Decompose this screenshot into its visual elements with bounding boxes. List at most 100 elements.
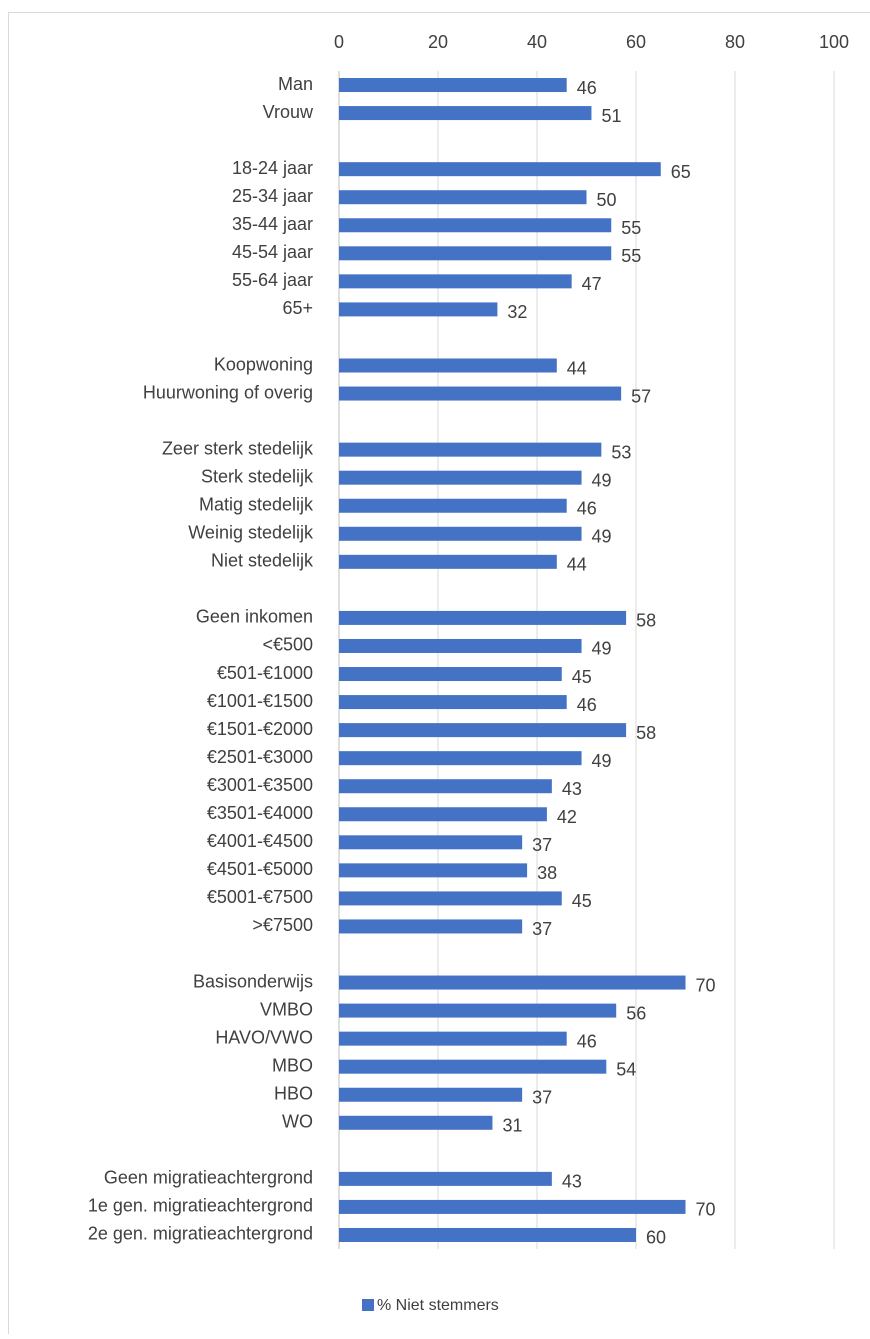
bar: [339, 695, 567, 709]
bar: [339, 162, 661, 176]
bar: [339, 1060, 606, 1074]
data-label: 46: [577, 498, 597, 518]
y-tick-label: Matig stedelijk: [199, 494, 314, 514]
bar: [339, 190, 587, 204]
data-label: 56: [626, 1003, 646, 1023]
data-label: 46: [577, 695, 597, 715]
y-tick-label: €2501-€3000: [207, 747, 313, 767]
bar: [339, 667, 562, 681]
bar: [339, 1172, 552, 1186]
bar: [339, 1032, 567, 1046]
bar: [339, 919, 522, 933]
data-label: 58: [636, 611, 656, 631]
bar: [339, 302, 497, 316]
y-tick-label: €5001-€7500: [207, 887, 313, 907]
y-tick-label: €1001-€1500: [207, 691, 313, 711]
bar: [339, 359, 557, 373]
y-tick-label: Huurwoning of overig: [143, 382, 313, 402]
data-label: 45: [572, 667, 592, 687]
y-tick-label: 55-64 jaar: [232, 270, 313, 290]
y-tick-label: 65+: [282, 298, 313, 318]
y-tick-label: Geen migratieachtergrond: [104, 1168, 313, 1188]
bar: [339, 1088, 522, 1102]
bar: [339, 723, 626, 737]
bar: [339, 78, 567, 92]
bar: [339, 891, 562, 905]
bar: [339, 611, 626, 625]
y-tick-label: >€7500: [252, 915, 313, 935]
x-tick-label: 40: [527, 32, 547, 52]
bar: [339, 1116, 492, 1130]
data-label: 44: [567, 555, 587, 575]
y-tick-label: €4501-€5000: [207, 859, 313, 879]
y-tick-label: 35-44 jaar: [232, 214, 313, 234]
data-label: 70: [696, 1200, 716, 1220]
y-tick-label: 45-54 jaar: [232, 242, 313, 262]
y-tick-label: €3001-€3500: [207, 775, 313, 795]
data-label: 47: [582, 274, 602, 294]
y-tick-label: Sterk stedelijk: [201, 466, 314, 486]
data-label: 43: [562, 779, 582, 799]
y-tick-label: Niet stedelijk: [211, 551, 314, 571]
y-tick-label: 1e gen. migratieachtergrond: [88, 1196, 313, 1216]
y-tick-label: Koopwoning: [214, 354, 313, 374]
y-tick-label: 18-24 jaar: [232, 158, 313, 178]
data-label: 54: [616, 1059, 636, 1079]
y-tick-label: HBO: [274, 1083, 313, 1103]
data-label: 58: [636, 723, 656, 743]
y-tick-label: VMBO: [260, 999, 313, 1019]
data-label: 51: [601, 106, 621, 126]
data-label: 37: [532, 1087, 552, 1107]
y-tick-label: Weinig stedelijk: [188, 523, 314, 543]
bar: [339, 246, 611, 260]
bar: [339, 779, 552, 793]
bar: [339, 807, 547, 821]
data-label: 57: [631, 386, 651, 406]
y-tick-label: €501-€1000: [217, 663, 313, 683]
bar: [339, 976, 686, 990]
data-label: 32: [507, 302, 527, 322]
y-tick-label: <€500: [262, 635, 313, 655]
y-tick-label: €3501-€4000: [207, 803, 313, 823]
bar: [339, 863, 527, 877]
data-label: 50: [597, 190, 617, 210]
data-label: 45: [572, 891, 592, 911]
data-label: 53: [611, 442, 631, 462]
bar: [339, 106, 591, 120]
data-label: 46: [577, 78, 597, 98]
y-tick-label: Zeer sterk stedelijk: [162, 438, 314, 458]
bar: [339, 1200, 686, 1214]
bar: [339, 751, 582, 765]
data-label: 42: [557, 807, 577, 827]
bar: [339, 443, 601, 457]
bar: [339, 835, 522, 849]
y-tick-label: WO: [282, 1112, 313, 1132]
data-label: 37: [532, 919, 552, 939]
data-label: 49: [592, 751, 612, 771]
data-label: 65: [671, 162, 691, 182]
data-label: 55: [621, 218, 641, 238]
bar: [339, 1228, 636, 1242]
bar: [339, 499, 567, 513]
y-tick-label: Geen inkomen: [196, 607, 313, 627]
data-label: 44: [567, 358, 587, 378]
x-tick-label: 80: [725, 32, 745, 52]
bar: [339, 387, 621, 401]
bar: [339, 527, 582, 541]
bar: [339, 471, 582, 485]
data-label: 60: [646, 1228, 666, 1248]
bar: [339, 555, 557, 569]
y-tick-label: €1501-€2000: [207, 719, 313, 739]
bar: [339, 218, 611, 232]
legend-label: % Niet stemmers: [377, 1297, 499, 1314]
bar: [339, 639, 582, 653]
data-label: 55: [621, 246, 641, 266]
data-label: 46: [577, 1031, 597, 1051]
data-label: 31: [502, 1116, 522, 1136]
y-tick-label: Vrouw: [263, 102, 314, 122]
y-tick-label: Basisonderwijs: [193, 971, 313, 991]
data-label: 43: [562, 1172, 582, 1192]
x-tick-label: 0: [334, 32, 344, 52]
data-label: 38: [537, 863, 557, 883]
